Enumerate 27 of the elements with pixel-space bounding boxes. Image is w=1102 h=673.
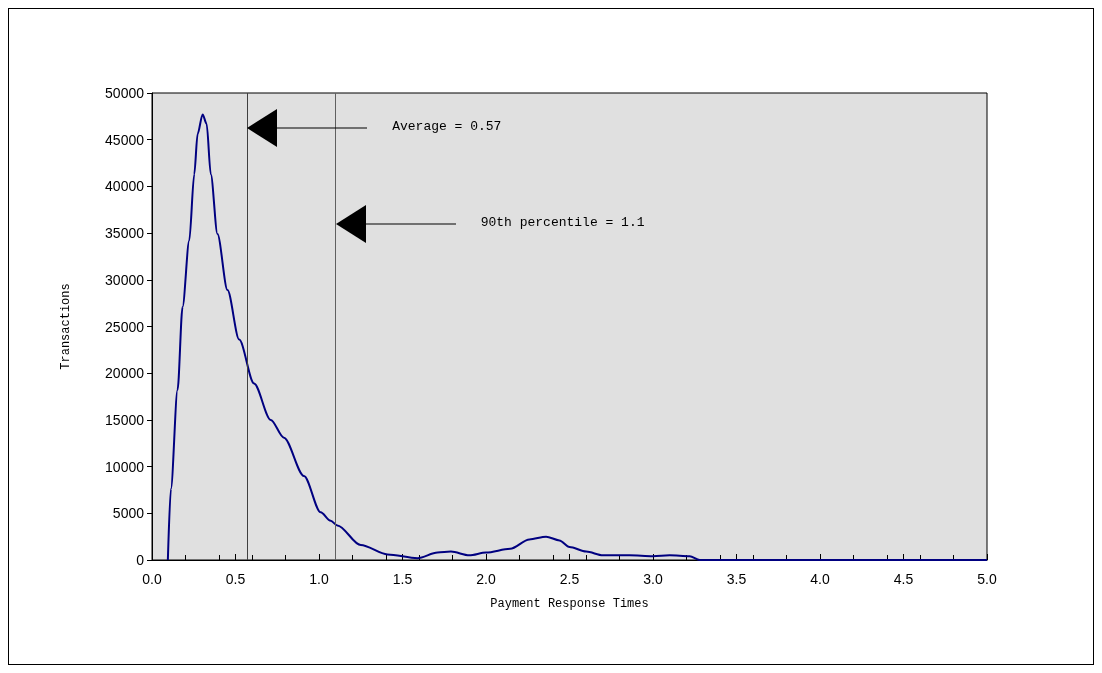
line-series — [166, 113, 988, 561]
x-tick-label: 4.0 — [810, 571, 830, 587]
y-tick-label: 15000 — [105, 411, 145, 428]
y-tick-label: 45000 — [105, 131, 145, 148]
y-tick-label: 20000 — [105, 365, 145, 382]
x-tick-label: 3.0 — [643, 571, 663, 587]
x-tick-label: 3.5 — [726, 571, 747, 587]
y-tick-label: 30000 — [105, 271, 145, 288]
y-tick-label: 40000 — [105, 178, 145, 195]
x-tick-label: 4.5 — [893, 571, 914, 587]
x-tick-label: 2.5 — [559, 571, 580, 587]
y-tick-label: 5000 — [112, 505, 145, 522]
y-tick-label: 35000 — [105, 225, 145, 242]
x-tick-label: 0.0 — [142, 571, 162, 587]
y-axis-title: Transactions — [59, 283, 73, 370]
annotation: 90th percentile = 1.1 — [480, 215, 645, 231]
y-tick-label: 25000 — [105, 318, 145, 335]
x-tick-label: 2.0 — [476, 571, 496, 587]
y-tick-label: 50000 — [105, 85, 145, 101]
x-tick-label: 1.0 — [309, 571, 329, 587]
annotation: Average = 0.57 — [392, 119, 502, 135]
x-tick-label: 0.5 — [225, 571, 246, 587]
x-tick-label: 5.0 — [977, 571, 997, 587]
x-tick-label: 1.5 — [392, 571, 413, 587]
y-tick-label: 10000 — [105, 458, 145, 475]
y-tick-label: 0 — [136, 552, 145, 568]
x-axis-title: Payment Response Times — [490, 597, 649, 611]
